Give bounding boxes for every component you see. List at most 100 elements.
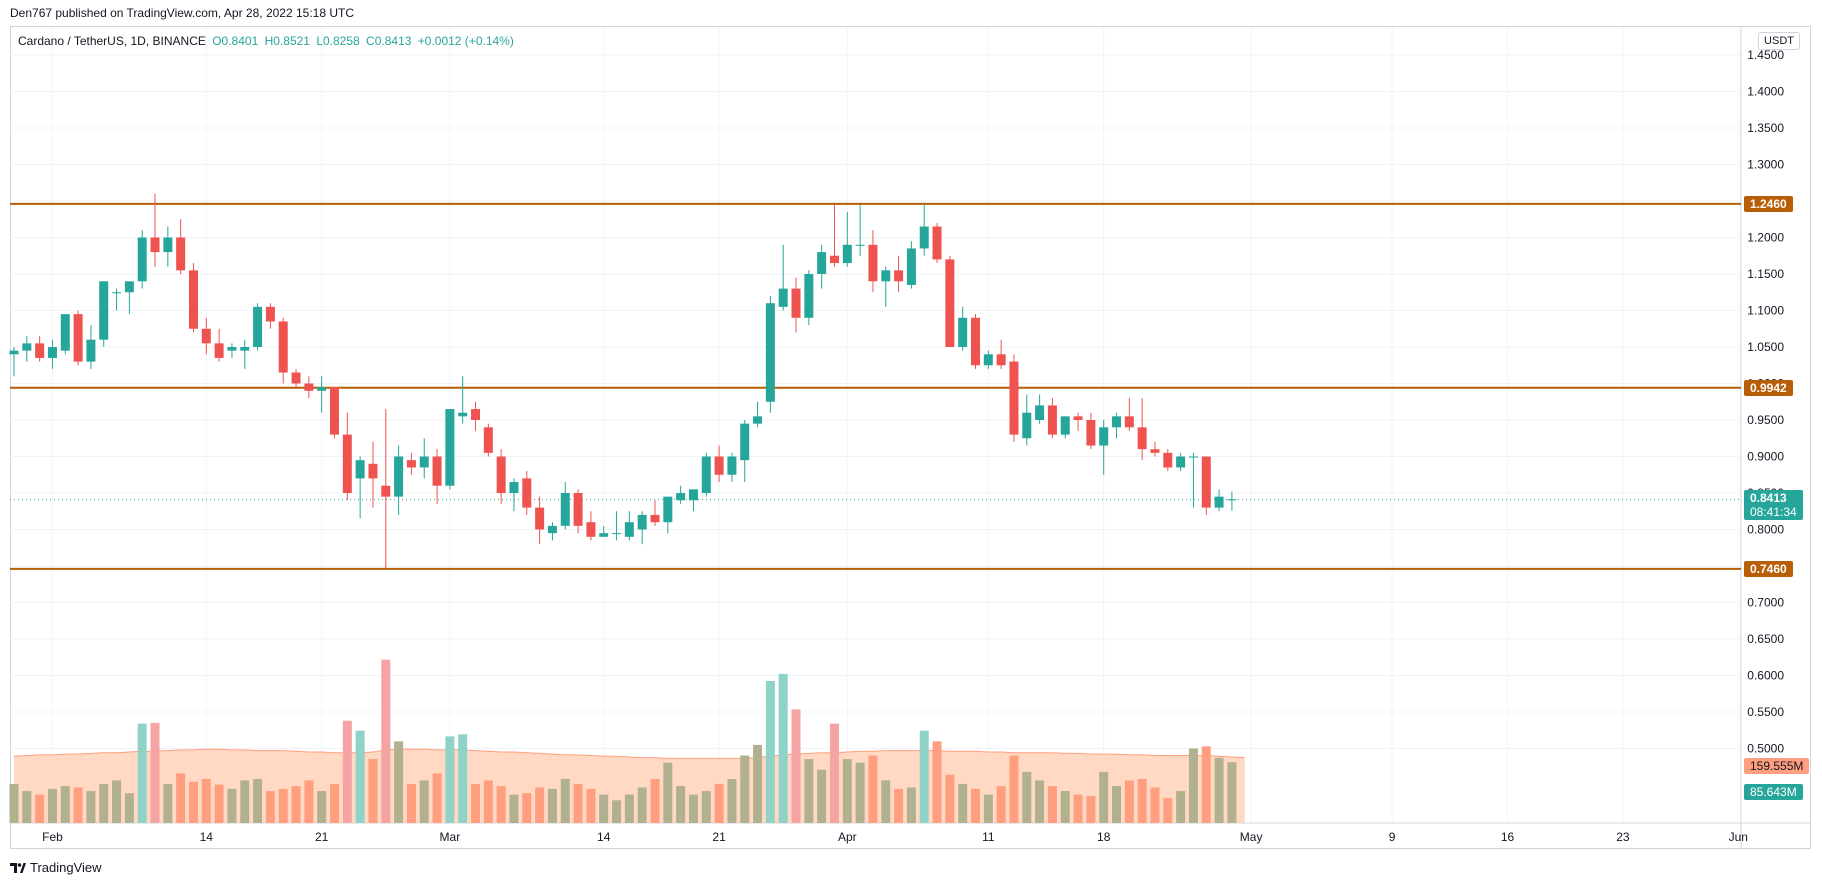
time-tick-label: 16 [1501, 830, 1515, 844]
volume-bar [1112, 786, 1122, 823]
candle [1163, 449, 1173, 472]
candle-body [958, 317, 968, 347]
candle [1188, 452, 1198, 508]
candle [317, 376, 327, 413]
candle-body [509, 482, 519, 493]
candle-body [522, 478, 532, 508]
candle-body [932, 226, 942, 260]
volume-bar [765, 681, 775, 823]
candle-body [1176, 456, 1186, 468]
volume-bar [637, 787, 647, 823]
candle-body [791, 288, 801, 318]
candle-body [817, 252, 827, 274]
time-tick-label: 18 [1097, 830, 1111, 844]
candle [919, 203, 929, 256]
volume-bar [663, 762, 673, 823]
candle-body [176, 237, 186, 271]
time-tick-label: 14 [597, 830, 611, 844]
candle-body [573, 493, 583, 526]
candle-body [265, 306, 275, 322]
candle [99, 281, 109, 347]
candle-body [1099, 427, 1109, 446]
candle [676, 485, 686, 504]
volume-bar [1073, 794, 1083, 823]
candle [688, 489, 698, 512]
volume-bar [1060, 791, 1070, 823]
candle [201, 317, 211, 355]
candle-body [458, 412, 468, 417]
candle [265, 303, 275, 329]
volume-bar [906, 787, 916, 823]
candle-body [419, 456, 429, 468]
candle-body [406, 460, 416, 468]
candle [753, 401, 763, 428]
candle [765, 295, 775, 413]
volume-bar [727, 778, 737, 823]
candle [727, 452, 737, 483]
currency-button[interactable]: USDT [1758, 32, 1800, 50]
candle-body [727, 456, 737, 475]
resistance-tag-1: 1.2460 [1744, 195, 1793, 212]
candle [150, 193, 160, 267]
time-tick-label: Mar [440, 830, 461, 844]
low-value: L0.8258 [316, 34, 360, 48]
candle [291, 368, 301, 388]
candle-body [47, 347, 57, 358]
candle [1112, 412, 1122, 439]
candle [573, 489, 583, 534]
volume-bar [829, 723, 839, 823]
candle-body [278, 321, 288, 373]
symbol-legend: Cardano / TetherUS, 1D, BINANCE O0.8401 … [18, 34, 517, 48]
volume-series [9, 659, 1245, 823]
candle-body [945, 259, 955, 347]
volume-bar [971, 788, 980, 823]
candle-body [1009, 361, 1019, 435]
volume-bar [73, 787, 83, 823]
volume-ma-line [13, 748, 1245, 759]
candle-body [1124, 416, 1134, 428]
volume-bar [676, 786, 686, 823]
axes: 1.45001.40001.35001.30001.25001.20001.15… [10, 27, 1811, 849]
candle-body [1214, 496, 1224, 508]
candle [1009, 354, 1019, 442]
price-tick-label: 1.4500 [1747, 48, 1784, 62]
volume-bar [560, 778, 570, 823]
candle [60, 314, 70, 355]
candle [458, 376, 468, 424]
volume-bar [150, 722, 160, 823]
candle [342, 412, 352, 501]
volume-bar [278, 788, 288, 823]
volume-bar [945, 774, 955, 823]
candle-body [304, 383, 314, 391]
footer-brand[interactable]: TradingView [10, 860, 102, 875]
candle-body [188, 270, 198, 329]
candle [714, 445, 724, 483]
candle-body [86, 339, 96, 362]
grid [10, 27, 1741, 823]
candle-body [35, 343, 45, 358]
volume-bar [471, 783, 481, 823]
candle [1060, 416, 1070, 439]
candle-body [1073, 416, 1083, 420]
volume-bar [1099, 771, 1109, 823]
candle [278, 317, 288, 384]
candle-body [201, 328, 211, 344]
candle [35, 336, 45, 362]
candle [394, 445, 404, 515]
volume-bar [201, 778, 211, 823]
volume-bar [330, 783, 339, 823]
volume-bar [817, 769, 827, 823]
candle-body [1022, 412, 1032, 439]
candle-body [112, 292, 122, 294]
volume-bar [894, 788, 904, 823]
volume-bar [612, 800, 622, 823]
volume-bar [124, 793, 134, 823]
candle-body [753, 416, 763, 424]
candle [445, 409, 455, 490]
publisher-line: Den767 published on TradingView.com, Apr… [10, 6, 355, 20]
candle-body [868, 244, 878, 282]
time-tick-label: 21 [712, 830, 726, 844]
candle-body [1137, 427, 1147, 450]
price-tick-label: 0.8000 [1747, 523, 1784, 537]
